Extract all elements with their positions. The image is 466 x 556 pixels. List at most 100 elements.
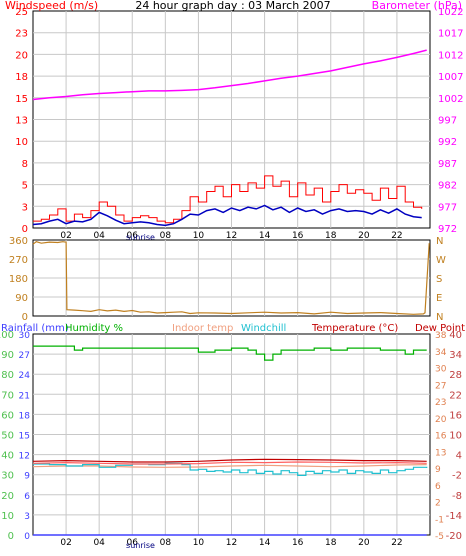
temperature-tick-label: -8 <box>452 491 462 502</box>
secondary-temp-tick-label: 34 <box>435 348 447 358</box>
temperature-tick-label: 28 <box>449 370 462 381</box>
windspeed-tick-label: 5 <box>22 181 28 192</box>
sunrise-label-wind: sunrise <box>126 233 155 242</box>
temperature-tick-label: 4 <box>456 451 462 462</box>
temp-panel-series <box>32 345 428 536</box>
humidity-tick-label: 60 <box>1 410 14 421</box>
hour-tick-label: 02 <box>60 538 71 548</box>
windspeed-tick-label: 20 <box>15 50 28 61</box>
secondary-temp-tick-label: 6 <box>435 482 441 492</box>
humidity-tick-label: 70 <box>1 390 14 401</box>
humidity-tick-label: 50 <box>1 431 14 442</box>
indoor-temp-legend: Indoor temp <box>172 323 233 334</box>
secondary-temp-tick-label: -5 <box>435 532 444 542</box>
hour-tick-label: 06 <box>127 231 139 241</box>
wind-panel-series <box>32 49 427 227</box>
rainfall-axis-ticks: 0 3 6 9 12 15 18 21 24 27 30 <box>19 331 31 542</box>
humidity-tick-label: 80 <box>1 370 14 381</box>
compass-point-label: W <box>436 255 446 266</box>
barometer-tick-label: 1022 <box>438 7 463 18</box>
temperature-tick-label: 34 <box>449 350 462 361</box>
rainfall-tick-label: 21 <box>19 391 30 401</box>
barometer-tick-label: 972 <box>438 224 457 235</box>
direction-degree-label: 270 <box>9 255 28 266</box>
secondary-temp-tick-label: 20 <box>435 415 447 425</box>
rainfall-tick-label: 3 <box>24 512 30 522</box>
barometer-tick-label: 1007 <box>438 72 463 83</box>
hour-tick-label: 04 <box>93 231 105 241</box>
rainfall-tick-label: 6 <box>24 492 30 502</box>
secondary-temp-tick-label: 30 <box>435 365 447 375</box>
temp-panel-hour-ticks: 02 04 06 08 10 12 14 16 18 20 22 <box>60 538 402 548</box>
secondary-temp-tick-label: 27 <box>435 381 446 391</box>
windspeed-tick-label: 8 <box>22 159 28 170</box>
hour-tick-label: 20 <box>358 538 370 548</box>
hour-tick-label: 04 <box>93 538 105 548</box>
humidity-tick-label: 40 <box>1 451 14 462</box>
compass-point-label: S <box>436 274 442 285</box>
rainfall-tick-label: 27 <box>19 351 30 361</box>
secondary-temp-tick-label: 9 <box>435 465 441 475</box>
humidity-tick-label: 20 <box>1 491 14 502</box>
humidity-tick-label: 100 <box>0 330 14 341</box>
hour-tick-label: 14 <box>259 231 271 241</box>
direction-degree-label: 0 <box>22 312 28 323</box>
humidity-tick-label: 30 <box>1 471 14 482</box>
windspeed-axis-title: Windspeed (m/s) <box>5 0 98 12</box>
rainfall-tick-label: 0 <box>24 532 30 542</box>
secondary-temp-tick-label: -1 <box>435 515 444 525</box>
hour-tick-label: 08 <box>160 538 172 548</box>
hour-tick-label: 02 <box>60 231 71 241</box>
barometer-line <box>32 49 427 101</box>
windchill-legend: Windchill <box>241 323 286 334</box>
wind-panel-hour-ticks: 02 04 06 08 10 12 14 16 18 20 22 <box>60 231 402 241</box>
direction-degree-ticks: 0 90 180 270 360 <box>9 236 28 323</box>
wind-average-line <box>32 204 422 227</box>
barometer-tick-label: 992 <box>438 137 457 148</box>
barometer-tick-label: 977 <box>438 202 457 213</box>
windspeed-tick-label: 23 <box>15 29 28 40</box>
secondary-temp-tick-label: 38 <box>435 331 447 341</box>
rainfall-tick-label: 24 <box>19 371 31 381</box>
hour-tick-label: 22 <box>391 231 402 241</box>
wind-direction-line <box>32 241 430 315</box>
temperature-axis-ticks: -20 -14 -8 -2 4 10 16 22 28 34 40 <box>446 330 462 542</box>
hour-tick-label: 08 <box>160 231 172 241</box>
humidity-legend: Humidity % <box>65 323 123 334</box>
temperature-tick-label: 16 <box>449 410 462 421</box>
temperature-legend: Temperature (°C) <box>311 323 398 334</box>
windspeed-tick-label: 25 <box>15 7 28 18</box>
barometer-tick-label: 982 <box>438 181 457 192</box>
direction-degree-label: 360 <box>9 236 28 247</box>
rainfall-tick-label: 18 <box>19 411 31 421</box>
dewpoint-line <box>32 461 427 465</box>
secondary-temp-tick-label: 16 <box>435 432 447 442</box>
rainfall-tick-label: 15 <box>19 432 30 442</box>
hour-tick-label: 06 <box>127 538 139 548</box>
temperature-tick-label: 10 <box>449 431 462 442</box>
windspeed-tick-label: 0 <box>22 224 28 235</box>
secondary-temp-tick-label: 2 <box>435 499 441 509</box>
rainfall-tick-label: 30 <box>19 331 31 341</box>
direction-degree-label: 90 <box>15 293 28 304</box>
secondary-temp-tick-label: 13 <box>435 448 446 458</box>
hour-tick-label: 18 <box>325 538 337 548</box>
rainfall-legend: Rainfall (mm) <box>1 323 69 334</box>
wind-panel-grid <box>33 11 430 228</box>
compass-point-label: N <box>436 312 443 323</box>
barometer-tick-label: 1017 <box>438 29 463 40</box>
compass-point-label: E <box>436 293 442 304</box>
secondary-temp-tick-label: 23 <box>435 398 446 408</box>
barometer-tick-label: 1012 <box>438 50 463 61</box>
temperature-tick-label: -2 <box>452 471 462 482</box>
barometer-axis-ticks: 972 977 982 987 992 997 1002 1007 1012 1017 1022 <box>438 7 463 235</box>
rainfall-tick-label: 9 <box>24 472 30 482</box>
humidity-tick-label: 90 <box>1 350 14 361</box>
windspeed-tick-label: 18 <box>15 72 28 83</box>
humidity-tick-label: 10 <box>1 511 14 522</box>
direction-panel-grid <box>33 240 430 316</box>
